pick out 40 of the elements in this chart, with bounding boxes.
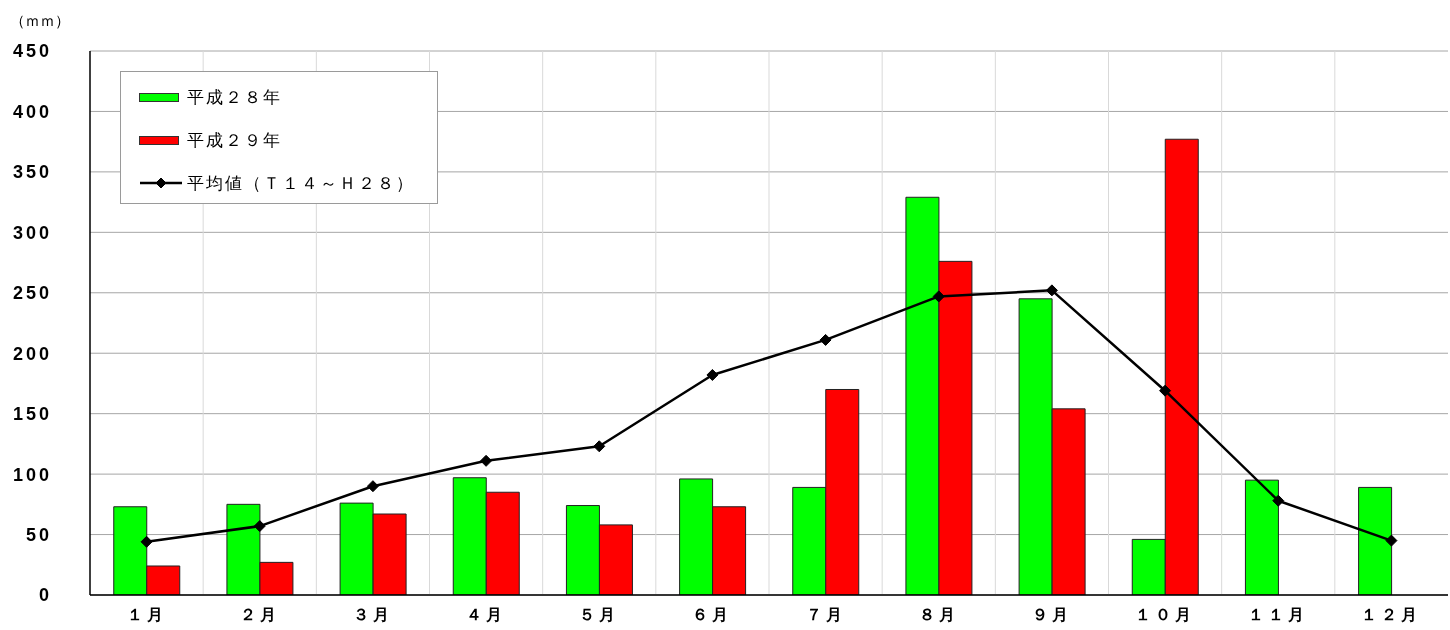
point <box>366 480 379 493</box>
y-tick-label: 200 <box>12 343 52 364</box>
x-tick-label: ３月 <box>352 605 393 625</box>
legend-label: 平成２９年 <box>187 128 282 152</box>
x-tick-label: １月 <box>126 605 167 625</box>
y-tick-label: 0 <box>38 585 52 606</box>
x-tick-label: １０月 <box>1135 605 1196 625</box>
point <box>1045 284 1058 297</box>
y-tick-label: 50 <box>25 524 52 545</box>
y-tick-label: 350 <box>12 162 52 183</box>
y-tick-label: 400 <box>12 101 52 122</box>
x-tick-label: １２月 <box>1361 605 1422 625</box>
point <box>1385 534 1398 547</box>
point <box>140 535 153 548</box>
y-tick-label: 250 <box>12 283 52 304</box>
point <box>932 290 945 303</box>
y-axis-title: （ｍｍ） <box>10 12 70 31</box>
x-tick-label: １１月 <box>1248 605 1309 625</box>
point <box>253 520 266 533</box>
point <box>1272 494 1285 507</box>
x-tick-label: ６月 <box>692 605 733 625</box>
legend-label: 平均値（Ｔ１４～Ｈ２８） <box>187 171 415 195</box>
legend-label: 平成２８年 <box>187 85 282 109</box>
x-tick-label: ５月 <box>579 605 620 625</box>
x-tick-label: ７月 <box>805 605 846 625</box>
y-tick-label: 100 <box>12 464 52 485</box>
x-tick-label: ４月 <box>466 605 507 625</box>
y-tick-label: 150 <box>12 404 52 425</box>
point <box>1159 384 1172 397</box>
point <box>480 454 493 467</box>
point <box>593 440 606 453</box>
x-tick-label: ９月 <box>1031 605 1072 625</box>
y-tick-label: 450 <box>12 41 52 62</box>
y-tick-label: 300 <box>12 222 52 243</box>
bar <box>1358 486 1393 595</box>
x-tick-label: ２月 <box>239 605 280 625</box>
bar <box>1244 479 1279 595</box>
point <box>819 333 832 346</box>
x-tick-label: ８月 <box>918 605 959 625</box>
point <box>706 368 719 381</box>
